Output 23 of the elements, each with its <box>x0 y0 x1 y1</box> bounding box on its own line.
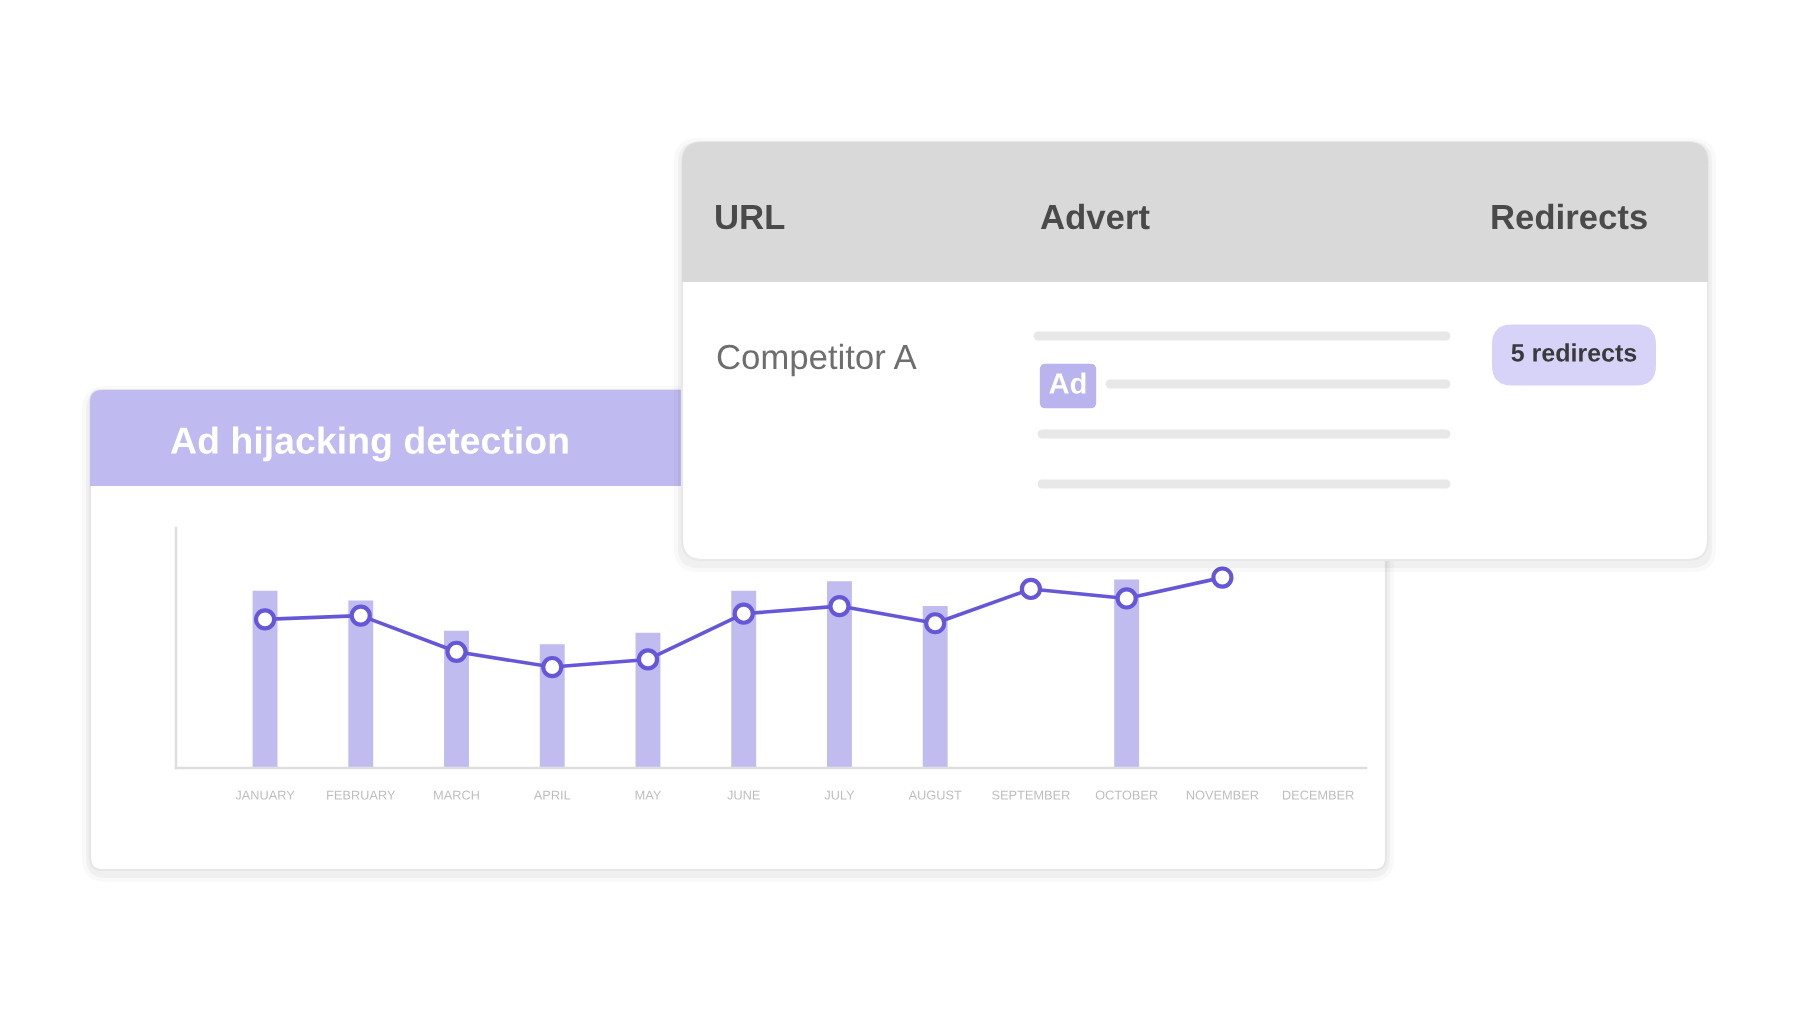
point <box>636 648 660 671</box>
point <box>541 655 564 679</box>
text: Competitor A <box>717 343 917 377</box>
bar <box>1114 579 1140 768</box>
point <box>828 594 851 618</box>
category-label: URL <box>716 205 785 230</box>
category-label: Advert <box>1040 203 1150 230</box>
point <box>253 608 277 631</box>
point <box>924 612 947 635</box>
bar <box>348 600 374 768</box>
point <box>1019 577 1043 601</box>
bar <box>252 590 278 768</box>
text: 5 redirects <box>1511 343 1637 362</box>
point <box>732 602 755 625</box>
text: Ad <box>1049 372 1086 394</box>
category-label: Redirects <box>1492 203 1647 230</box>
chart-title: Ad hijacking detection <box>170 426 568 462</box>
point <box>445 640 468 663</box>
point <box>1211 566 1234 589</box>
bar <box>731 590 757 768</box>
point <box>1115 587 1138 610</box>
point <box>349 604 372 627</box>
bar <box>827 581 852 768</box>
